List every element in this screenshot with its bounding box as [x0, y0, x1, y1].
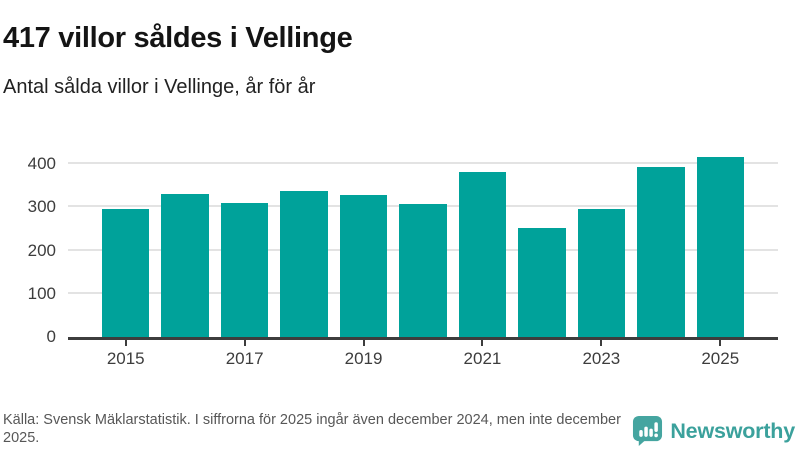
bar-2022: [518, 228, 566, 337]
x-slot-2015: 2015: [102, 340, 149, 369]
bars-container: [102, 140, 744, 337]
y-axis-label-100: 100: [27, 283, 56, 303]
x-tick-2023: [600, 340, 603, 346]
bar-2025: [696, 157, 744, 337]
newsworthy-speech-bubble-chart-icon: [632, 415, 663, 447]
x-tick-2021: [481, 340, 484, 346]
x-axis-label-2021: 2021: [463, 349, 502, 368]
bar-2021: [458, 172, 507, 337]
bar-2019: [339, 195, 388, 337]
footer: Källa: Svensk Mäklarstatistik. I siffror…: [0, 408, 800, 450]
x-slot-2023: 2023: [578, 340, 625, 369]
bar-2015: [102, 209, 150, 337]
x-axis-label-2025: 2025: [701, 349, 740, 368]
x-slot-2025: 2025: [697, 340, 744, 369]
source-note: Källa: Svensk Mäklarstatistik. I siffror…: [3, 412, 621, 447]
x-slot-2021: 2021: [459, 340, 506, 369]
bar-2017: [220, 203, 269, 337]
bar-2024: [637, 167, 685, 337]
x-axis-label-2019: 2019: [344, 349, 383, 368]
gridline-400: [68, 162, 778, 164]
x-tick-2025: [719, 340, 722, 346]
x-slot-2020: [399, 340, 446, 369]
y-axis-label-200: 200: [27, 240, 56, 260]
x-axis: 2015 2017 2019 2021 2023 2025: [102, 340, 744, 369]
page-title: 417 villor såldes i Vellinge: [3, 22, 353, 55]
bar-2016: [161, 194, 209, 337]
y-axis-label-300: 300: [27, 197, 56, 217]
bar-chart: 0 100 200 300 400 2015 2017 2019 2021 2023 2025: [0, 140, 800, 370]
x-slot-2022: [518, 340, 565, 369]
x-slot-2019: 2019: [340, 340, 387, 369]
x-slot-2018: [280, 340, 327, 369]
page-subtitle: Antal sålda villor i Vellinge, år för år: [3, 76, 316, 98]
x-tick-2019: [362, 340, 365, 346]
y-axis-label-400: 400: [27, 154, 56, 173]
brand-logo: Newsworthy: [632, 415, 795, 447]
plot-area: [68, 140, 778, 340]
y-axis-label-0: 0: [46, 327, 56, 346]
x-axis-label-2015: 2015: [106, 349, 145, 368]
bar-2023: [577, 209, 626, 337]
x-tick-2017: [243, 340, 246, 346]
x-slot-2024: [637, 340, 684, 369]
bar-2020: [399, 204, 447, 337]
x-slot-2016: [161, 340, 208, 369]
x-tick-2015: [124, 340, 127, 346]
bar-2018: [280, 191, 328, 337]
brand-name: Newsworthy: [670, 418, 795, 443]
x-axis-label-2017: 2017: [225, 349, 264, 368]
x-slot-2017: 2017: [221, 340, 268, 369]
x-axis-label-2023: 2023: [582, 349, 621, 368]
